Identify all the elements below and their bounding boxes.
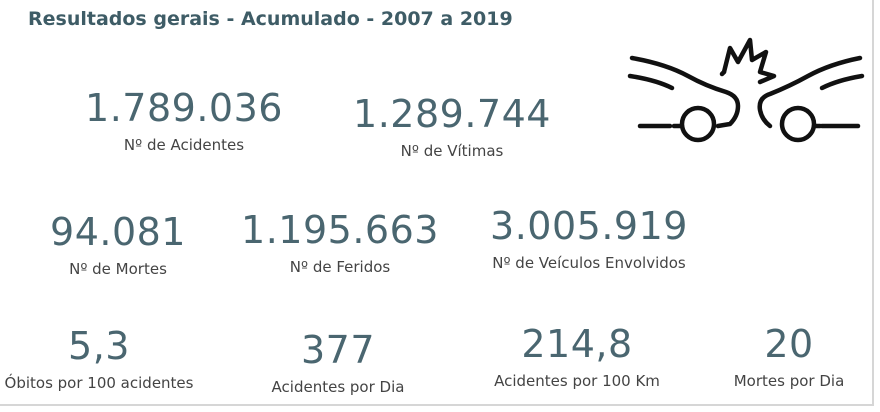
kpi-label: Acidentes por Dia xyxy=(271,378,405,396)
kpi-label: Óbitos por 100 acidentes xyxy=(4,374,194,392)
kpi-label: Nº de Feridos xyxy=(289,258,391,276)
kpi-acidentes-dia: 377 Acidentes por Dia xyxy=(238,328,438,396)
kpi-value: 1.195.663 xyxy=(241,208,439,252)
kpi-acidentes: 1.789.036 Nº de Acidentes xyxy=(84,86,284,154)
kpi-label: Nº de Vítimas xyxy=(400,142,504,160)
kpi-mortes: 94.081 Nº de Mortes xyxy=(18,210,218,278)
kpi-label: Nº de Veículos Envolvidos xyxy=(492,254,686,272)
kpi-feridos: 1.195.663 Nº de Feridos xyxy=(238,208,442,276)
kpi-value: 214,8 xyxy=(521,322,633,366)
kpi-acidentes-100km: 214,8 Acidentes por 100 Km xyxy=(478,322,676,390)
kpi-vitimas: 1.289.744 Nº de Vítimas xyxy=(352,92,552,160)
results-panel: Resultados gerais - Acumulado - 2007 a 2… xyxy=(0,0,874,406)
kpi-label: Acidentes por 100 Km xyxy=(494,372,660,390)
kpi-value: 94.081 xyxy=(50,210,186,254)
car-crash-icon xyxy=(627,37,865,143)
kpi-value: 1.789.036 xyxy=(85,86,283,130)
kpi-value: 1.289.744 xyxy=(353,92,551,136)
page-title: Resultados gerais - Acumulado - 2007 a 2… xyxy=(28,8,513,30)
kpi-obitos-100: 5,3 Óbitos por 100 acidentes xyxy=(0,324,198,392)
kpi-mortes-dia: 20 Mortes por Dia xyxy=(718,322,860,390)
kpi-label: Nº de Mortes xyxy=(69,260,167,278)
kpi-value: 3.005.919 xyxy=(490,204,688,248)
kpi-label: Nº de Acidentes xyxy=(123,136,245,154)
kpi-value: 5,3 xyxy=(68,324,130,368)
kpi-value: 377 xyxy=(300,328,376,372)
kpi-veiculos: 3.005.919 Nº de Veículos Envolvidos xyxy=(472,204,706,272)
kpi-value: 20 xyxy=(764,322,814,366)
kpi-label: Mortes por Dia xyxy=(733,372,845,390)
